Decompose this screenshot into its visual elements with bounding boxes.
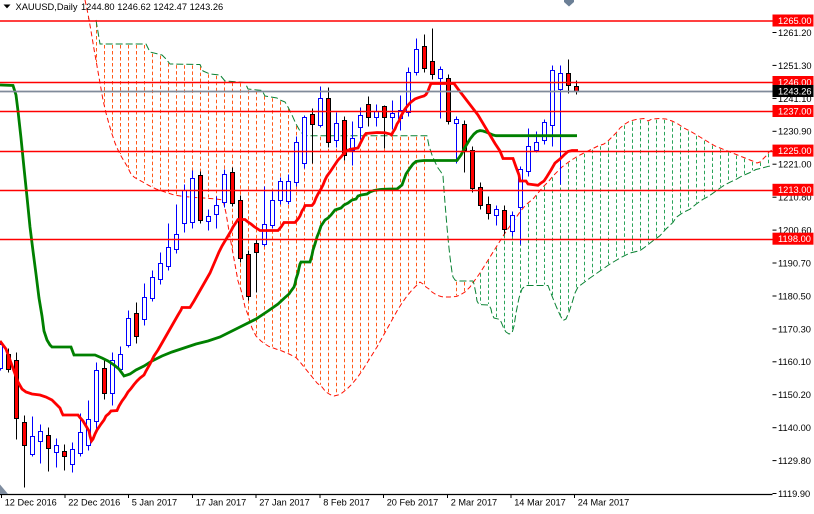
svg-text:1225.00: 1225.00 [778, 146, 812, 156]
svg-text:1237.00: 1237.00 [778, 106, 812, 116]
svg-text:1200.60: 1200.60 [778, 226, 812, 236]
svg-text:1129.80: 1129.80 [778, 456, 811, 466]
svg-text:24 Mar 2017: 24 Mar 2017 [578, 498, 630, 508]
svg-text:1198.00: 1198.00 [778, 234, 811, 244]
svg-text:1210.80: 1210.80 [778, 193, 812, 203]
svg-text:1261.20: 1261.20 [778, 28, 812, 38]
svg-text:1119.90: 1119.90 [778, 489, 810, 499]
svg-text:1140.00: 1140.00 [778, 423, 811, 433]
svg-text:1190.70: 1190.70 [778, 258, 811, 268]
svg-text:1246.00: 1246.00 [778, 77, 812, 87]
svg-text:1230.90: 1230.90 [778, 127, 812, 137]
svg-text:1180.50: 1180.50 [778, 291, 811, 301]
svg-text:17 Jan 2017: 17 Jan 2017 [196, 498, 247, 508]
svg-text:5 Jan 2017: 5 Jan 2017 [132, 498, 177, 508]
svg-text:20 Feb 2017: 20 Feb 2017 [387, 498, 439, 508]
svg-text:12 Dec 2016: 12 Dec 2016 [5, 498, 57, 508]
svg-text:2 Mar 2017: 2 Mar 2017 [451, 498, 497, 508]
svg-text:22 Dec 2016: 22 Dec 2016 [68, 498, 120, 508]
svg-text:1213.00: 1213.00 [778, 185, 812, 195]
svg-text:1170.30: 1170.30 [778, 324, 811, 334]
svg-text:1160.10: 1160.10 [778, 357, 811, 367]
svg-text:8 Feb 2017: 8 Feb 2017 [323, 498, 370, 508]
svg-text:XAUUSD,Daily: XAUUSD,Daily [16, 2, 78, 12]
svg-text:1241.10: 1241.10 [778, 94, 812, 104]
svg-text:1243.26: 1243.26 [778, 86, 812, 96]
svg-text:1150.20: 1150.20 [778, 390, 811, 400]
svg-text:14 Mar 2017: 14 Mar 2017 [514, 498, 566, 508]
svg-text:27 Jan 2017: 27 Jan 2017 [259, 498, 310, 508]
svg-text:1265.00: 1265.00 [778, 16, 812, 26]
svg-text:1221.00: 1221.00 [778, 160, 812, 170]
svg-text:1251.30: 1251.30 [778, 61, 812, 71]
svg-text:1244.80 1246.62 1242.47 1243.2: 1244.80 1246.62 1242.47 1243.26 [81, 2, 223, 12]
